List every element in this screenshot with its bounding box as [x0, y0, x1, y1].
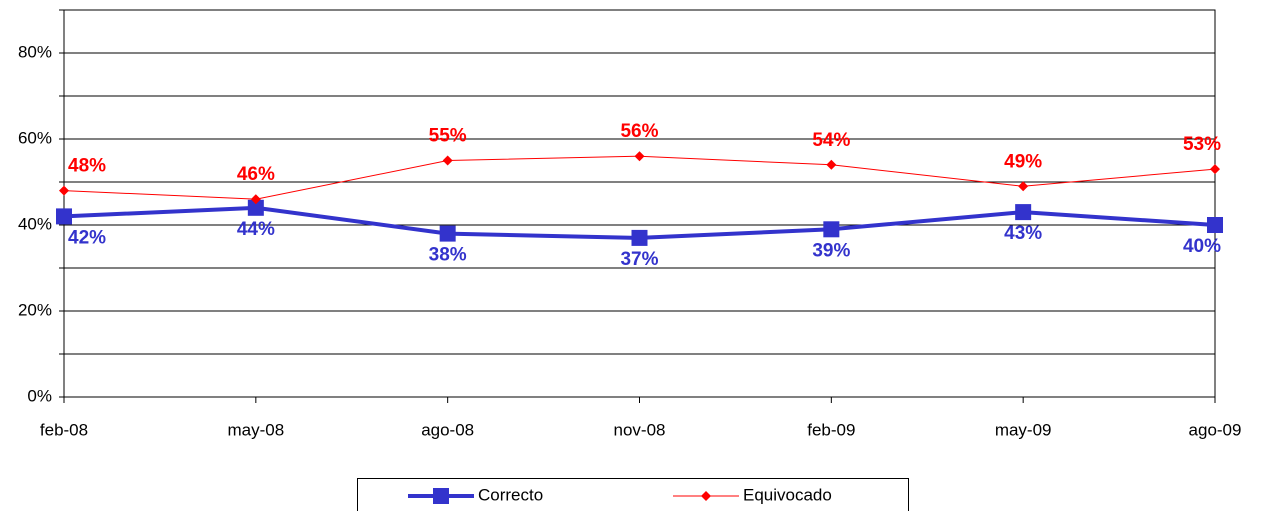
- legend-label: Correcto: [478, 485, 543, 504]
- marker: [59, 185, 69, 196]
- value-label: 43%: [1004, 223, 1042, 244]
- marker: [1207, 217, 1223, 233]
- x-tick-label: may-09: [995, 420, 1052, 439]
- marker: [634, 151, 645, 162]
- value-label: 53%: [1183, 134, 1221, 155]
- y-tick-label: 20%: [18, 300, 52, 319]
- marker: [701, 491, 711, 501]
- y-tick-label: 0%: [27, 386, 52, 405]
- marker: [250, 194, 261, 205]
- series: 42% 44% 38% 37% 39% 43% 40%: [56, 199, 1223, 270]
- x-tick-label: may-08: [227, 420, 284, 439]
- marker: [823, 221, 840, 238]
- y-tick-label: 40%: [18, 214, 52, 233]
- series: 48% 46% 55% 56% 54% 49% 53%: [59, 121, 1221, 205]
- value-label: 44%: [237, 219, 275, 240]
- marker: [433, 488, 449, 504]
- value-label: 42%: [68, 227, 106, 248]
- x-tick-label: feb-09: [807, 420, 855, 439]
- value-label: 55%: [429, 126, 467, 147]
- marker: [826, 159, 837, 170]
- value-label: 39%: [812, 240, 850, 261]
- x-tick-label: ago-08: [421, 420, 474, 439]
- marker: [1018, 181, 1029, 192]
- plot-border: [63, 9, 1216, 398]
- y-tick-label: 60%: [18, 128, 52, 147]
- value-label: 54%: [812, 130, 850, 151]
- value-label: 40%: [1183, 236, 1221, 257]
- marker: [439, 225, 456, 242]
- x-tick-label: nov-08: [614, 420, 666, 439]
- x-tick-label: feb-08: [40, 420, 88, 439]
- marker: [1015, 204, 1032, 221]
- legend: Correcto Equivocado: [357, 478, 909, 511]
- y-tick-label: 80%: [18, 42, 52, 61]
- value-label: 49%: [1004, 151, 1042, 172]
- marker: [631, 229, 648, 246]
- marker: [56, 208, 72, 225]
- value-label: 48%: [68, 156, 106, 177]
- value-label: 38%: [429, 245, 467, 266]
- legend-label: Equivocado: [743, 485, 832, 504]
- x-tick-label: ago-09: [1189, 420, 1242, 439]
- value-label: 46%: [237, 164, 275, 185]
- value-label: 37%: [620, 249, 658, 270]
- marker: [247, 199, 264, 216]
- marker: [1210, 164, 1220, 175]
- value-label: 56%: [620, 121, 658, 142]
- marker: [442, 155, 453, 166]
